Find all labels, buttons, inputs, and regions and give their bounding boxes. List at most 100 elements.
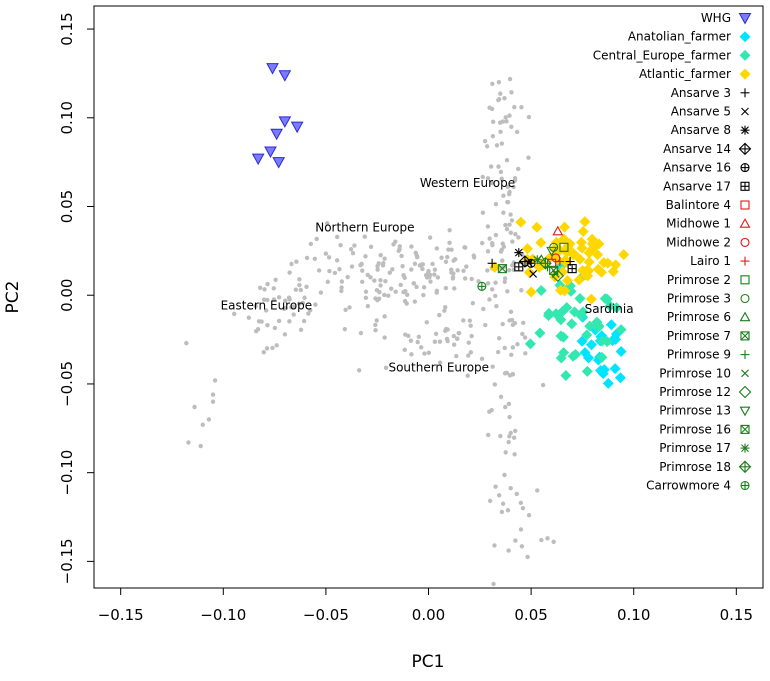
reference-point (273, 277, 278, 283)
legend-label: Primrose 7 (667, 329, 731, 343)
central-europe-farmer-point (596, 335, 608, 347)
reference-point (512, 320, 518, 326)
reference-point (502, 279, 507, 285)
reference-point (513, 231, 518, 237)
x-tick-label: −0.05 (303, 606, 349, 624)
whg-point (278, 116, 292, 128)
anatolian-farmer-point (605, 319, 617, 331)
reference-point (470, 300, 476, 306)
reference-point (265, 297, 270, 303)
central-europe-farmer-point (575, 310, 587, 322)
reference-point (425, 271, 431, 276)
atlantic-farmer-point (521, 243, 533, 255)
reference-point (496, 336, 502, 341)
reference-point (323, 251, 329, 256)
reference-point (493, 484, 498, 489)
legend-label: WHG (701, 11, 731, 25)
reference-point (300, 300, 306, 306)
reference-point (386, 293, 391, 298)
reference-point (337, 267, 342, 272)
legend-symbol-primrose-6 (739, 311, 751, 322)
reference-point (289, 261, 294, 267)
reference-point (390, 267, 395, 272)
reference-point (412, 261, 418, 266)
atlantic-farmer-point (607, 266, 619, 278)
reference-point (282, 306, 287, 312)
reference-point (540, 382, 546, 388)
reference-point (467, 318, 473, 323)
legend-symbol-balintore-4 (740, 200, 750, 210)
atlantic-farmer-point (525, 286, 537, 298)
primrose-18-point (539, 257, 552, 270)
reference-point (246, 315, 252, 320)
atlantic-farmer-point (515, 216, 527, 228)
atlantic-farmer-point (573, 274, 585, 286)
reference-point (484, 144, 490, 149)
legend-symbol-primrose-7 (740, 331, 750, 341)
reference-point (313, 302, 318, 307)
reference-point (414, 284, 419, 290)
central-europe-farmer-point (534, 327, 546, 339)
reference-point (518, 500, 524, 506)
reference-point (525, 554, 530, 560)
reference-point (449, 247, 454, 252)
reference-point (411, 281, 417, 286)
legend-symbol-primrose-9 (740, 350, 750, 360)
reference-point (347, 305, 352, 310)
reference-point (450, 274, 456, 280)
reference-point (296, 301, 302, 306)
reference-point (409, 244, 414, 249)
reference-point (451, 342, 457, 347)
y-tick-label: 0.10 (58, 101, 76, 134)
reference-point (274, 343, 279, 348)
reference-point (348, 247, 354, 252)
primrose-7-point (497, 264, 507, 274)
atlantic-farmer-point (531, 221, 543, 233)
legend-symbol-primrose-17 (740, 443, 750, 453)
reference-point (496, 79, 502, 85)
reference-point (500, 258, 505, 263)
reference-point (339, 279, 345, 284)
reference-point (422, 351, 427, 356)
reference-point (454, 336, 460, 342)
reference-point (282, 332, 288, 337)
central-europe-farmer-point (543, 310, 555, 322)
reference-point (432, 272, 437, 277)
sample-points (251, 63, 630, 389)
region-label: Western Europe (420, 176, 515, 190)
anatolian-farmer-point (614, 372, 626, 384)
anatolian-farmer-point (615, 346, 627, 358)
reference-point (487, 498, 493, 504)
reference-point (512, 452, 517, 457)
legend-symbol-primrose-2 (740, 275, 750, 285)
reference-point (421, 285, 427, 290)
x-tick-label: 0.00 (412, 606, 445, 624)
reference-point (382, 314, 387, 319)
reference-point (480, 210, 486, 215)
legend-item: Primrose 13 (659, 404, 751, 418)
reference-point (302, 295, 307, 300)
legend-item: Primrose 10 (659, 366, 749, 380)
reference-point (443, 304, 448, 310)
ansarve-17-point (567, 264, 577, 274)
reference-point (516, 235, 521, 240)
reference-point (186, 440, 191, 445)
central-europe-farmer-point (555, 352, 567, 364)
legend-item: Ansarve 8 (671, 123, 750, 137)
x-tick-label: −0.15 (98, 606, 144, 624)
reference-point (432, 267, 438, 272)
reference-point (338, 242, 343, 248)
legend-symbol-ansarve-14 (738, 142, 752, 156)
reference-point (516, 166, 521, 172)
legend-label: Primrose 13 (659, 404, 731, 418)
reference-point (526, 513, 532, 518)
x-tick-label: 0.15 (720, 606, 753, 624)
reference-point (494, 303, 499, 309)
reference-point (471, 253, 476, 258)
atlantic-farmer-point (587, 243, 599, 255)
reference-point (468, 350, 474, 355)
reference-point (504, 226, 510, 232)
reference-point (507, 113, 512, 118)
region-label: Southern Europe (388, 361, 489, 375)
central-europe-farmer-point (524, 338, 536, 350)
